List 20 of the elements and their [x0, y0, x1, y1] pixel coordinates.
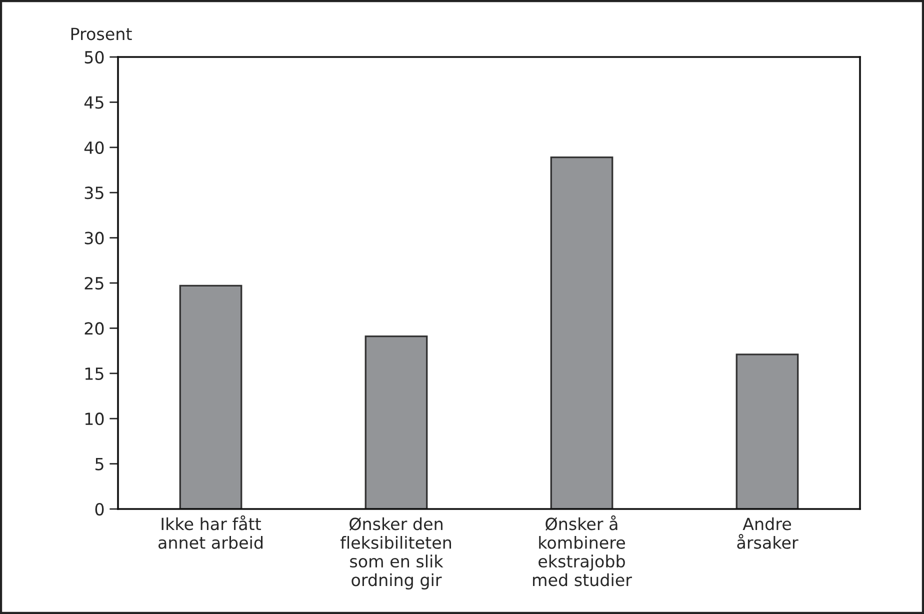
x-tick-label: Andre årsaker	[737, 517, 798, 549]
y-tick-label: 35	[84, 186, 104, 200]
bar	[736, 354, 799, 509]
bar	[550, 156, 614, 509]
y-tick-label: 40	[84, 141, 104, 154]
y-tick-label: 5	[95, 458, 104, 470]
y-tick-label: 45	[84, 96, 104, 109]
bar	[179, 284, 242, 509]
y-tick-label: 10	[85, 412, 104, 426]
y-tick-label: 15	[85, 368, 104, 380]
bar	[364, 336, 428, 509]
x-tick-label: Ikke har fått annet arbeid	[158, 515, 262, 549]
y-tick-label: 20	[84, 322, 104, 335]
y-tick-label: 30	[84, 232, 104, 244]
y-tick-label: 50	[84, 50, 104, 64]
x-tick-label: Ønsker å kombinere ekstrajobb med studier	[533, 515, 632, 586]
y-tick-label: 25	[84, 276, 104, 290]
y-tick-label: 0	[95, 502, 104, 516]
x-tick-label: Ønsker den fleksibiliteten som en slik ordning gir	[340, 517, 451, 590]
y-axis-title: Prosent	[71, 28, 132, 40]
